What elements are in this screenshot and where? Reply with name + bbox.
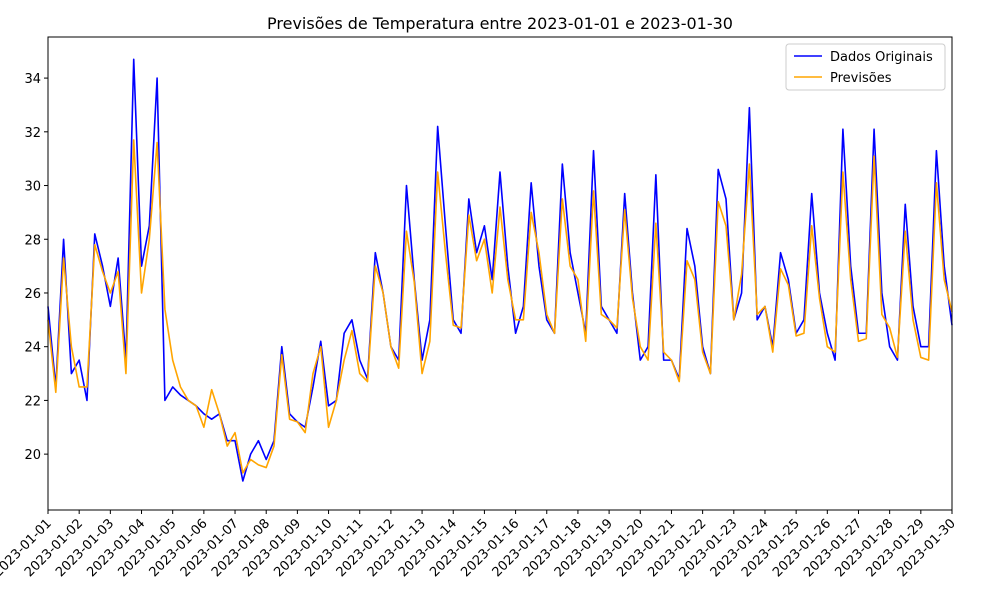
series-line — [47, 139, 953, 474]
y-tick-label: 20 — [24, 448, 41, 463]
plot-frame — [47, 36, 953, 511]
y-tick-label: 28 — [24, 233, 41, 248]
series-line — [47, 58, 953, 482]
legend-box — [785, 43, 946, 91]
y-tick-label: 26 — [24, 287, 41, 302]
legend-label: Dados Originais — [830, 50, 933, 65]
y-tick-label: 22 — [24, 394, 41, 409]
chart-title: Previsões de Temperatura entre 2023-01-0… — [267, 14, 733, 33]
y-tick-label: 32 — [24, 126, 41, 141]
y-tick-label: 34 — [24, 72, 41, 87]
y-tick-label: 30 — [24, 180, 41, 195]
legend-label: Previsões — [830, 71, 892, 86]
y-tick-label: 24 — [24, 341, 41, 356]
legend: Dados Originais Previsões — [785, 43, 946, 91]
